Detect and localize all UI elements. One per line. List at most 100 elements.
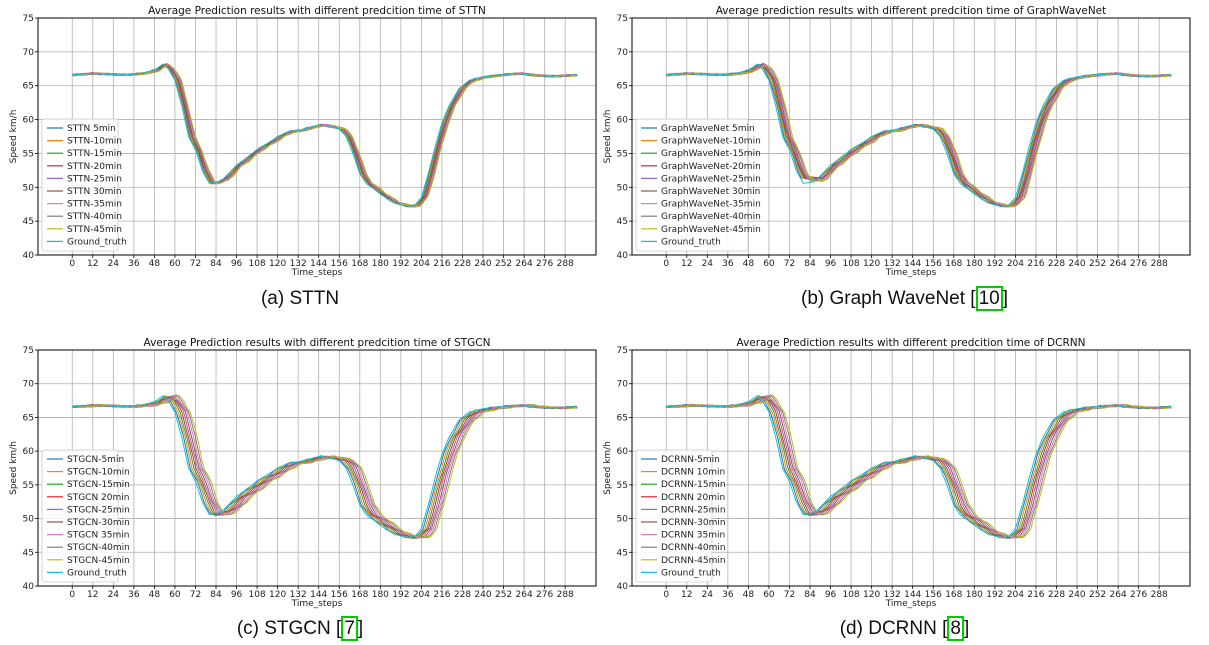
x-tick-label: 96: [825, 259, 837, 269]
series-line: [666, 394, 1172, 539]
x-tick-label: 60: [169, 590, 181, 600]
y-tick-label: 65: [23, 413, 34, 423]
x-tick-label: 216: [433, 259, 450, 269]
y-tick-label: 60: [617, 116, 629, 126]
x-tick-label: 192: [986, 259, 1003, 269]
legend-label: STGCN-10min: [67, 468, 130, 478]
y-tick-label: 40: [23, 582, 35, 592]
legend-label: STGCN-5min: [67, 455, 124, 465]
x-tick-label: 228: [454, 590, 471, 600]
y-tick-label: 65: [617, 82, 628, 92]
y-tick-label: 60: [617, 447, 629, 457]
y-tick-label: 45: [617, 217, 628, 227]
chart-panel-stgcn: Average Prediction results with differen…: [0, 332, 600, 645]
legend: DCRNN-5min DCRNN 10min DCRNN-15min DCRNN 20…: [635, 449, 726, 583]
x-tick-label: 240: [474, 259, 491, 269]
citation-link[interactable]: 10: [975, 286, 1003, 311]
y-tick-label: 70: [23, 48, 35, 58]
plot-frame: [37, 349, 597, 587]
x-tick-label: 264: [1110, 259, 1127, 269]
x-tick-label: 36: [128, 590, 140, 600]
legend-label: DCRNN-40min: [661, 543, 726, 553]
x-tick-label: 132: [290, 259, 307, 269]
x-tick-label: 276: [536, 590, 553, 600]
citation-link[interactable]: 7: [341, 616, 358, 641]
legend-label: GraphWaveNet-35min: [661, 200, 761, 210]
legend-label: STGCN 35min: [67, 531, 130, 541]
y-axis-label: Speed km/h: [603, 110, 613, 164]
chart-panel-graphwavenet: Average prediction results with differen…: [600, 0, 1209, 322]
legend-label: GraphWaveNet-40min: [661, 212, 761, 222]
chart-title: Average prediction results with differen…: [716, 5, 1107, 17]
series-line: [72, 63, 578, 207]
legend-label: DCRNN-25min: [661, 505, 726, 515]
legend-label: GraphWaveNet-15min: [661, 149, 761, 159]
y-tick-label: 40: [23, 251, 35, 261]
x-tick-label: 72: [784, 259, 795, 269]
x-tick-label: 96: [231, 590, 243, 600]
y-tick-label: 55: [617, 149, 628, 159]
x-tick-label: 252: [495, 590, 512, 600]
x-tick-label: 108: [248, 259, 265, 269]
x-tick-label: 288: [1151, 590, 1168, 600]
x-tick-label: 96: [825, 590, 837, 600]
figure-caption: (a) STTN: [260, 288, 340, 309]
x-tick-label: 84: [804, 259, 816, 269]
x-tick-label: 48: [743, 259, 755, 269]
series-lines: [666, 394, 1172, 539]
legend-label: DCRNN-5min: [661, 455, 720, 465]
x-tick-label: 120: [863, 259, 880, 269]
x-tick-label: 180: [966, 590, 983, 600]
x-tick-label: 144: [904, 259, 921, 269]
x-tick-label: 24: [702, 259, 714, 269]
x-tick-label: 156: [331, 590, 348, 600]
x-tick-label: 288: [557, 259, 574, 269]
legend-label: Ground_truth: [67, 568, 127, 578]
figure-caption: (b) Graph WaveNet [10]: [801, 286, 1008, 311]
legend-label: GraphWaveNet-45min: [661, 225, 761, 235]
legend-label: STTN-25min: [67, 174, 122, 184]
plot-frame: [631, 349, 1191, 587]
legend-label: STGCN-30min: [67, 518, 130, 528]
x-tick-label: 132: [884, 259, 901, 269]
x-tick-label: 108: [248, 590, 265, 600]
x-tick-label: 24: [108, 259, 120, 269]
x-tick-label: 228: [1048, 590, 1065, 600]
x-tick-label: 180: [372, 259, 389, 269]
legend-label: STTN-10min: [67, 137, 122, 147]
x-tick-label: 252: [1089, 259, 1106, 269]
series-line: [666, 63, 1172, 207]
series-line: [666, 64, 1172, 208]
legend: STTN 5min STTN-10min STTN-15min STTN-20min S…: [41, 118, 127, 252]
legend-label: STGCN-15min: [67, 480, 130, 490]
legend-box: [635, 449, 713, 583]
x-tick-label: 84: [210, 259, 222, 269]
x-tick-label: 228: [454, 259, 471, 269]
x-tick-label: 252: [1089, 590, 1106, 600]
line-chart: Average Prediction results with differen…: [9, 337, 597, 609]
y-tick-label: 75: [617, 346, 628, 356]
series-lines: [72, 394, 578, 539]
legend-label: STTN-15min: [67, 149, 122, 159]
x-tick-label: 156: [331, 259, 348, 269]
y-tick-label: 45: [617, 548, 628, 558]
x-tick-label: 12: [681, 259, 692, 269]
x-tick-label: 36: [722, 259, 734, 269]
citation-link[interactable]: 8: [947, 616, 964, 641]
x-tick-label: 240: [474, 590, 491, 600]
series-line: [72, 394, 578, 538]
x-tick-label: 12: [681, 590, 692, 600]
legend-box: [41, 449, 119, 583]
legend-label: STGCN-40min: [67, 543, 130, 553]
x-tick-label: 84: [804, 590, 816, 600]
chart-panel-dcrnn: Average Prediction results with differen…: [600, 332, 1209, 645]
x-tick-label: 192: [986, 590, 1003, 600]
legend-label: GraphWaveNet 5min: [661, 124, 755, 134]
x-tick-label: 168: [945, 590, 962, 600]
legend-box: [41, 118, 119, 252]
line-chart: Average Prediction results with differen…: [603, 337, 1191, 609]
x-tick-label: 0: [69, 259, 75, 269]
series-line: [666, 394, 1172, 538]
x-tick-label: 12: [87, 590, 98, 600]
legend-label: DCRNN-45min: [661, 556, 726, 566]
